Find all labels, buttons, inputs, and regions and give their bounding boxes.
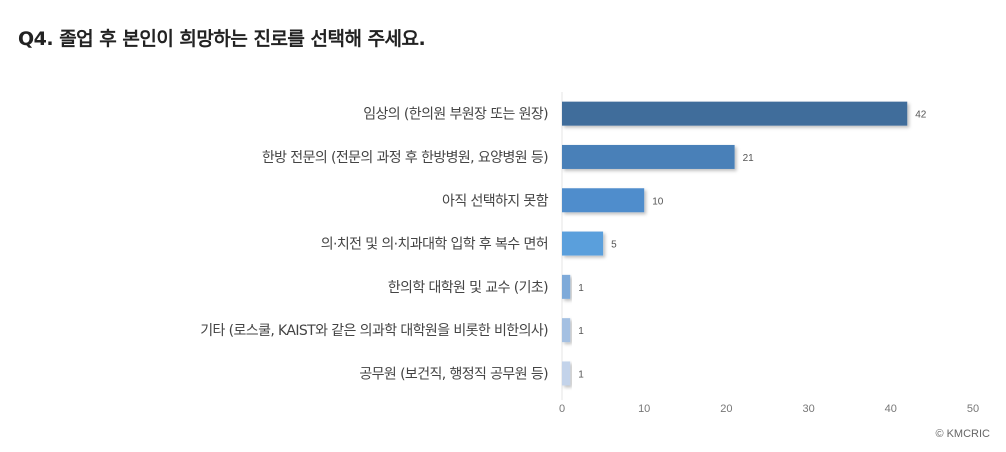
x-tick-label: 20	[720, 403, 732, 415]
chart-title: Q4. 졸업 후 본인이 희망하는 진로를 선택해 주세요.	[18, 28, 426, 50]
data-label: 42	[915, 110, 927, 121]
x-tick-label: 40	[885, 403, 897, 415]
copyright-credit: © KMCRIC	[935, 428, 990, 440]
category-label: 임상의 (한의원 부원장 또는 원장)	[363, 107, 548, 123]
x-tick-label: 0	[559, 403, 565, 415]
data-label: 21	[743, 153, 755, 164]
data-label: 1	[578, 283, 584, 294]
bar	[562, 101, 908, 126]
x-tick-label: 50	[967, 403, 979, 415]
bar	[562, 144, 735, 169]
data-label: 10	[652, 196, 664, 207]
data-label: 1	[578, 369, 584, 380]
category-label: 한방 전문의 (전문의 과정 후 한방병원, 요양병원 등)	[262, 150, 548, 166]
bar	[562, 231, 604, 256]
bar	[562, 274, 571, 299]
x-tick-label: 30	[802, 403, 814, 415]
data-label: 1	[578, 326, 584, 337]
bar	[562, 361, 571, 386]
bar	[562, 318, 571, 343]
category-label: 기타 (로스쿨, KAIST와 같은 의과학 대학원을 비롯한 비한의사)	[200, 323, 548, 339]
category-label: 한의학 대학원 및 교수 (기초)	[388, 280, 548, 296]
bar	[562, 188, 645, 213]
category-label: 공무원 (보건직, 행정직 공무원 등)	[359, 366, 548, 382]
data-label: 5	[611, 240, 617, 251]
category-label: 아직 선택하지 못함	[442, 193, 549, 209]
category-label: 의·치전 및 의·치과대학 입학 후 복수 면허	[321, 237, 548, 253]
x-tick-label: 10	[638, 403, 650, 415]
